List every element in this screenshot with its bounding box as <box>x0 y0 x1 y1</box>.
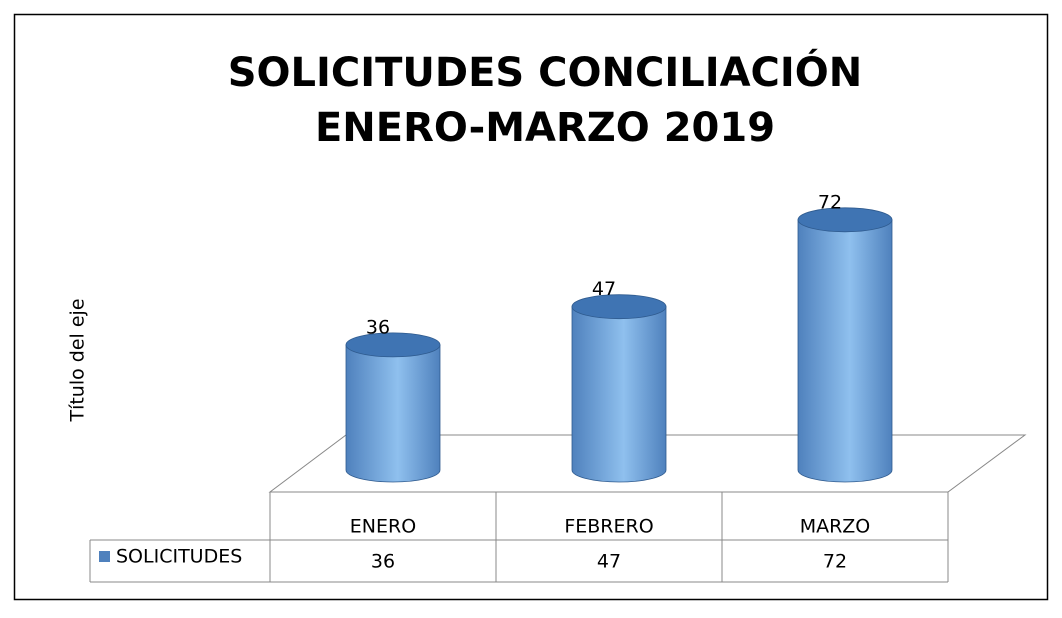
bar-top <box>571 294 667 320</box>
table-value: 36 <box>371 551 395 573</box>
x-tick-label: FEBRERO <box>564 516 653 538</box>
bar <box>797 219 893 483</box>
data-label: 36 <box>366 316 390 338</box>
chart-frame <box>13 13 1049 601</box>
bar-top <box>797 207 893 233</box>
legend-label: SOLICITUDES <box>116 546 242 568</box>
table-value: 47 <box>597 551 621 573</box>
x-tick-label: MARZO <box>800 516 871 538</box>
chart-title: SOLICITUDES CONCILIACIÓN <box>228 48 863 96</box>
data-label: 72 <box>818 191 842 213</box>
table-value: 72 <box>823 551 847 573</box>
legend-key <box>99 551 110 562</box>
y-axis-title: Título del eje <box>67 298 89 422</box>
bar <box>571 306 667 483</box>
data-label: 47 <box>592 278 616 300</box>
chart-title: ENERO-MARZO 2019 <box>315 105 775 151</box>
bar-top <box>345 332 441 358</box>
x-tick-label: ENERO <box>350 516 416 538</box>
bar <box>345 344 441 483</box>
